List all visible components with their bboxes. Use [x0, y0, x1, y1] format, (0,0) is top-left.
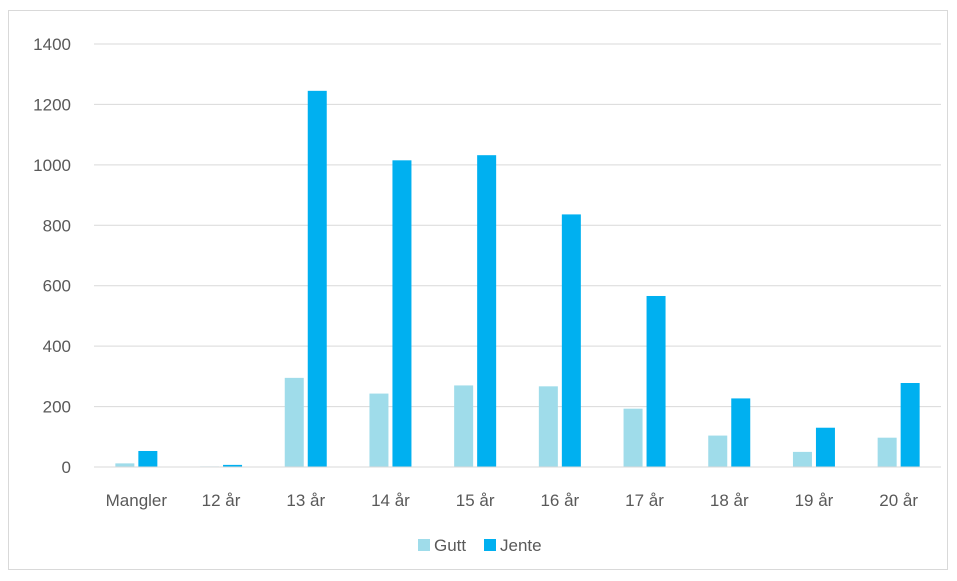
y-tick-label: 1400 — [33, 35, 71, 54]
bars — [115, 90, 920, 467]
bar-gutt — [708, 435, 728, 467]
bar-jente — [561, 214, 581, 467]
y-tick-label: 200 — [43, 398, 71, 417]
x-tick-label: 18 år — [710, 491, 749, 510]
bar-gutt — [877, 437, 897, 467]
x-tick-label: Mangler — [106, 491, 168, 510]
y-tick-label: 600 — [43, 277, 71, 296]
bar-jente — [815, 427, 835, 467]
bar-jente — [307, 90, 327, 467]
bar-gutt — [284, 377, 304, 467]
bar-jente — [223, 464, 243, 467]
bar-gutt — [369, 393, 389, 467]
legend-swatch-gutt — [418, 539, 430, 551]
x-tick-label: 12 år — [202, 491, 241, 510]
chart-frame: 0 200 400 600 800 1000 1200 1400 Mangler 12 år 13… — [8, 10, 948, 570]
x-tick-label: 17 år — [625, 491, 664, 510]
bar-gutt — [115, 463, 135, 467]
legend: Gutt Jente — [418, 536, 542, 555]
x-axis-ticks: Mangler 12 år 13 år 14 år 15 år 16 år 17 år 18 … — [106, 491, 919, 510]
bar-gutt — [454, 385, 474, 467]
x-tick-label: 16 år — [540, 491, 579, 510]
legend-label-gutt: Gutt — [434, 536, 466, 555]
x-tick-label: 14 år — [371, 491, 410, 510]
y-tick-label: 0 — [62, 458, 71, 477]
bar-gutt — [623, 408, 643, 467]
x-tick-label: 13 år — [286, 491, 325, 510]
x-tick-label: 15 år — [456, 491, 495, 510]
x-tick-label: 19 år — [795, 491, 834, 510]
bar-gutt — [792, 451, 812, 467]
legend-label-jente: Jente — [500, 536, 542, 555]
bar-gutt — [538, 386, 558, 467]
bar-jente — [731, 398, 751, 467]
y-axis-ticks: 0 200 400 600 800 1000 1200 1400 — [33, 35, 71, 477]
y-tick-label: 1200 — [33, 95, 71, 114]
bar-jente — [392, 160, 412, 467]
legend-swatch-jente — [484, 539, 496, 551]
y-tick-label: 400 — [43, 337, 71, 356]
bar-jente — [646, 295, 666, 467]
x-tick-label: 20 år — [879, 491, 918, 510]
gridlines — [94, 43, 941, 408]
bar-chart: 0 200 400 600 800 1000 1200 1400 Mangler 12 år 13… — [33, 35, 941, 555]
bar-jente — [900, 383, 920, 467]
bar-jente — [477, 155, 497, 467]
y-tick-label: 800 — [43, 216, 71, 235]
bar-jente — [138, 450, 158, 467]
y-tick-label: 1000 — [33, 156, 71, 175]
